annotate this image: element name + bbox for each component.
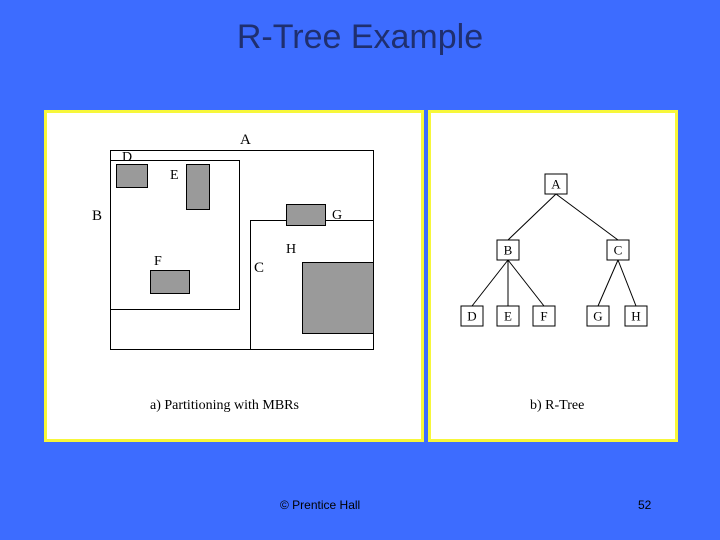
- footer-copyright: © Prentice Hall: [280, 498, 360, 512]
- svg-text:H: H: [631, 309, 640, 324]
- mbr-label-c: C: [254, 260, 264, 277]
- svg-text:G: G: [593, 309, 602, 324]
- mbr-diagram: ABCDEFGH: [110, 150, 374, 350]
- mbr-label-f: F: [154, 254, 162, 270]
- mbr-label-h: H: [286, 242, 296, 258]
- svg-text:E: E: [504, 309, 512, 324]
- tree-edge-c-h: [618, 260, 636, 306]
- slide-number: 52: [638, 498, 651, 512]
- page-title: R-Tree Example: [0, 18, 720, 57]
- tree-node-h: H: [625, 306, 647, 326]
- rtree-diagram: A B C D E F G H: [456, 170, 656, 350]
- tree-node-f: F: [533, 306, 555, 326]
- tree-node-c: C: [607, 240, 629, 260]
- mbr-rect-d: [116, 164, 148, 188]
- tree-edge-b-d: [472, 260, 508, 306]
- rtree-svg: A B C D E F G H: [456, 170, 656, 350]
- tree-node-g: G: [587, 306, 609, 326]
- mbr-rect-f: [150, 270, 190, 294]
- tree-node-b: B: [497, 240, 519, 260]
- mbr-label-a: A: [240, 132, 251, 149]
- svg-text:D: D: [467, 309, 476, 324]
- svg-text:B: B: [504, 243, 513, 258]
- mbr-label-g: G: [332, 208, 342, 224]
- mbr-label-d: D: [122, 150, 132, 166]
- slide: R-Tree Example A B C D E F G H a) Partitioning …: [0, 0, 720, 540]
- tree-node-e: E: [497, 306, 519, 326]
- tree-edge-b-f: [508, 260, 544, 306]
- tree-edge-c-g: [598, 260, 618, 306]
- tree-edge-a-c: [556, 194, 618, 240]
- svg-text:C: C: [614, 243, 623, 258]
- tree-edge-a-b: [508, 194, 556, 240]
- tree-node-a: A: [545, 174, 567, 194]
- mbr-rect-h: [302, 262, 374, 334]
- caption-tree: b) R-Tree: [530, 398, 584, 414]
- caption-mbr: a) Partitioning with MBRs: [150, 398, 299, 414]
- svg-text:A: A: [551, 177, 561, 192]
- mbr-rect-e: [186, 164, 210, 210]
- mbr-rect-g: [286, 204, 326, 226]
- mbr-label-b: B: [92, 208, 102, 225]
- tree-node-d: D: [461, 306, 483, 326]
- mbr-label-e: E: [170, 168, 179, 184]
- svg-text:F: F: [540, 309, 547, 324]
